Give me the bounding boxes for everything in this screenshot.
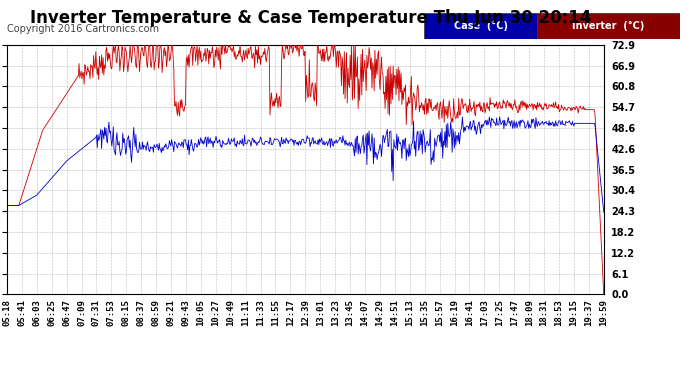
Text: Case  (°C): Case (°C) — [453, 21, 508, 31]
Text: Copyright 2016 Cartronics.com: Copyright 2016 Cartronics.com — [7, 24, 159, 34]
Bar — [537, 13, 680, 39]
Text: Inverter  (°C): Inverter (°C) — [572, 21, 644, 31]
Bar — [424, 13, 537, 39]
Text: Inverter Temperature & Case Temperature Thu Jun 30 20:14: Inverter Temperature & Case Temperature … — [30, 9, 591, 27]
